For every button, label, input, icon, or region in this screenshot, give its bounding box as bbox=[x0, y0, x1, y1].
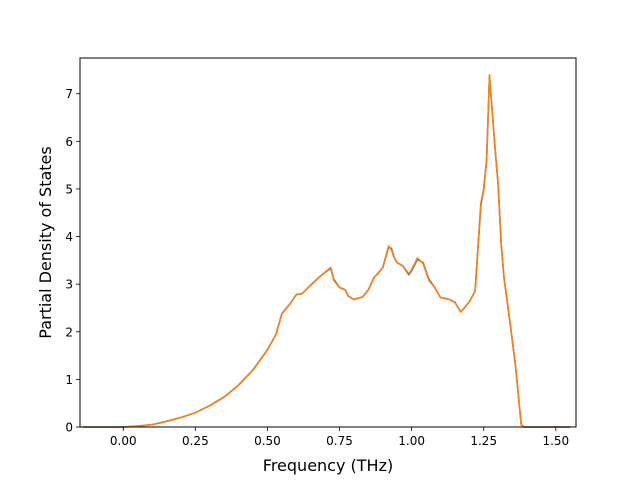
x-tick-label: 0.00 bbox=[110, 434, 137, 448]
x-axis-label: Frequency (THz) bbox=[263, 456, 393, 475]
x-tick-label: 0.75 bbox=[326, 434, 353, 448]
x-tick-label: 0.50 bbox=[254, 434, 281, 448]
y-axis-label: Partial Density of States bbox=[36, 146, 55, 338]
y-tick-label: 4 bbox=[65, 230, 73, 244]
y-tick-label: 7 bbox=[65, 87, 73, 101]
y-tick-label: 2 bbox=[65, 325, 73, 339]
ticks-layer: 0.00 0.25 0.50 0.75 1.00 1.25 1.50 0 1 2 3 4 5 6 7 bbox=[65, 87, 569, 448]
y-tick-label: 1 bbox=[65, 373, 73, 387]
x-tick-label: 1.00 bbox=[398, 434, 425, 448]
series-layer bbox=[82, 73, 571, 428]
y-tick-label: 5 bbox=[65, 182, 73, 196]
y-tick-label: 6 bbox=[65, 135, 73, 149]
x-tick-label: 0.25 bbox=[182, 434, 209, 448]
series-line-2 bbox=[82, 73, 571, 428]
y-tick-label: 3 bbox=[65, 278, 73, 292]
x-tick-label: 1.50 bbox=[542, 434, 569, 448]
y-tick-label: 0 bbox=[65, 421, 73, 435]
x-tick-label: 1.25 bbox=[470, 434, 497, 448]
axes-frame bbox=[79, 57, 577, 428]
